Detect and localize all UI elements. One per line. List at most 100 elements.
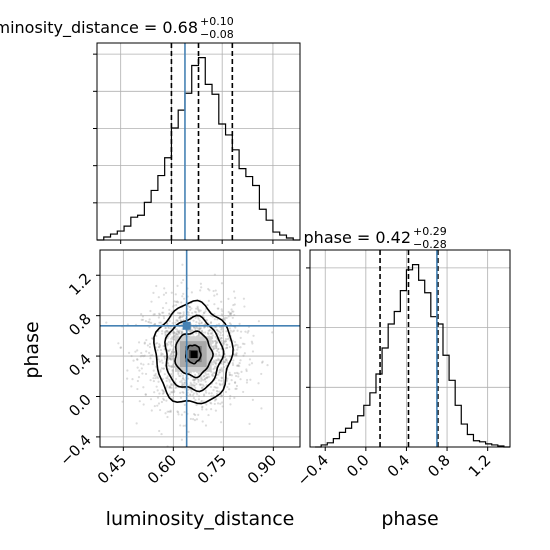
scatter-point (200, 376, 203, 379)
scatter-point (211, 334, 214, 337)
scatter-point (169, 342, 172, 345)
scatter-point (191, 329, 194, 332)
scatter-point (238, 365, 241, 368)
scatter-point (205, 376, 208, 379)
scatter-point (170, 391, 173, 394)
scatter-point (188, 306, 191, 309)
scatter-point (210, 402, 213, 405)
scatter-point (197, 395, 201, 398)
scatter-point (188, 384, 191, 387)
scatter-point (221, 341, 224, 345)
scatter-point (200, 329, 204, 332)
scatter-point (217, 323, 221, 326)
scatter-point (231, 362, 234, 365)
scatter-point (171, 372, 174, 375)
scatter-point (158, 344, 162, 347)
scatter-point (188, 329, 191, 332)
scatter-point (174, 377, 178, 381)
scatter-point (219, 331, 222, 334)
scatter-point (193, 378, 196, 381)
scatter-point (162, 367, 165, 370)
scatter-point (167, 340, 170, 344)
scatter-point (161, 377, 165, 381)
scatter-point (169, 357, 172, 360)
scatter-point (202, 393, 206, 396)
scatter-point (148, 321, 151, 324)
phase-xtick-label-3: 0.8 (424, 451, 454, 481)
scatter-point (147, 362, 150, 366)
scatter-point (221, 334, 224, 337)
scatter-point (177, 301, 180, 304)
scatter-point (166, 349, 170, 352)
scatter-point (151, 354, 154, 357)
scatter-point (214, 361, 217, 364)
scatter-point (225, 346, 229, 349)
scatter-point (201, 314, 205, 317)
scatter-point (211, 339, 214, 343)
scatter-point (181, 315, 184, 319)
phase-hist-frame (309, 249, 511, 448)
scatter-point (166, 329, 169, 333)
scatter-point (171, 370, 174, 373)
scatter-point (173, 336, 176, 339)
scatter-point (207, 287, 210, 291)
scatter-point (158, 408, 162, 412)
scatter-point (187, 430, 190, 433)
scatter-point (215, 389, 219, 393)
scatter-point (215, 382, 218, 385)
scatter-point (175, 330, 179, 333)
ld-quantile-lines (170, 43, 234, 240)
scatter-point (233, 381, 237, 384)
scatter-point (191, 383, 194, 386)
scatter-point (180, 413, 183, 416)
scatter-point (212, 371, 215, 374)
scatter-point (171, 337, 175, 341)
scatter-point (158, 346, 161, 349)
phase-ytick-label-2: 0.4 (65, 350, 95, 380)
scatter-point (170, 341, 173, 344)
ld-hist-frame (96, 42, 301, 241)
scatter-point (202, 375, 205, 378)
scatter-point (162, 367, 165, 370)
scatter-point (163, 355, 166, 358)
scatter-point (150, 409, 153, 412)
scatter-point (220, 328, 223, 331)
scatter-point (201, 387, 204, 390)
scatter-point (200, 321, 203, 324)
scatter-point (173, 365, 176, 369)
scatter-point (183, 403, 186, 406)
scatter-point (170, 383, 173, 387)
scatter-point (205, 319, 209, 322)
scatter-point (203, 377, 206, 381)
scatter-point (168, 356, 171, 360)
scatter-point (170, 350, 174, 354)
scatter-point (141, 354, 144, 357)
scatter-point (174, 386, 177, 390)
scatter-point (179, 312, 182, 315)
scatter-point (197, 334, 200, 337)
scatter-point (211, 361, 214, 364)
scatter-point (204, 310, 207, 313)
scatter-point (170, 357, 173, 361)
scatter-point (126, 369, 129, 372)
scatter-point (182, 292, 185, 295)
scatter-point (216, 386, 219, 389)
scatter-point (219, 368, 222, 371)
scatter-point (222, 342, 226, 345)
scatter-point (235, 354, 238, 357)
scatter-point (235, 374, 238, 378)
scatter-point (193, 310, 197, 313)
scatter-point (224, 359, 227, 362)
scatter-point (250, 340, 253, 343)
scatter-point (225, 330, 228, 333)
phase-quantile-lines (379, 250, 439, 447)
scatter-point (223, 341, 226, 344)
scatter-point (187, 329, 190, 332)
scatter-point (165, 342, 169, 345)
scatter-point (233, 296, 237, 299)
scatter-point (193, 381, 196, 384)
scatter-point (180, 379, 183, 382)
scatter-point (205, 373, 208, 376)
scatter-point (212, 394, 215, 397)
scatter-point (213, 294, 216, 297)
